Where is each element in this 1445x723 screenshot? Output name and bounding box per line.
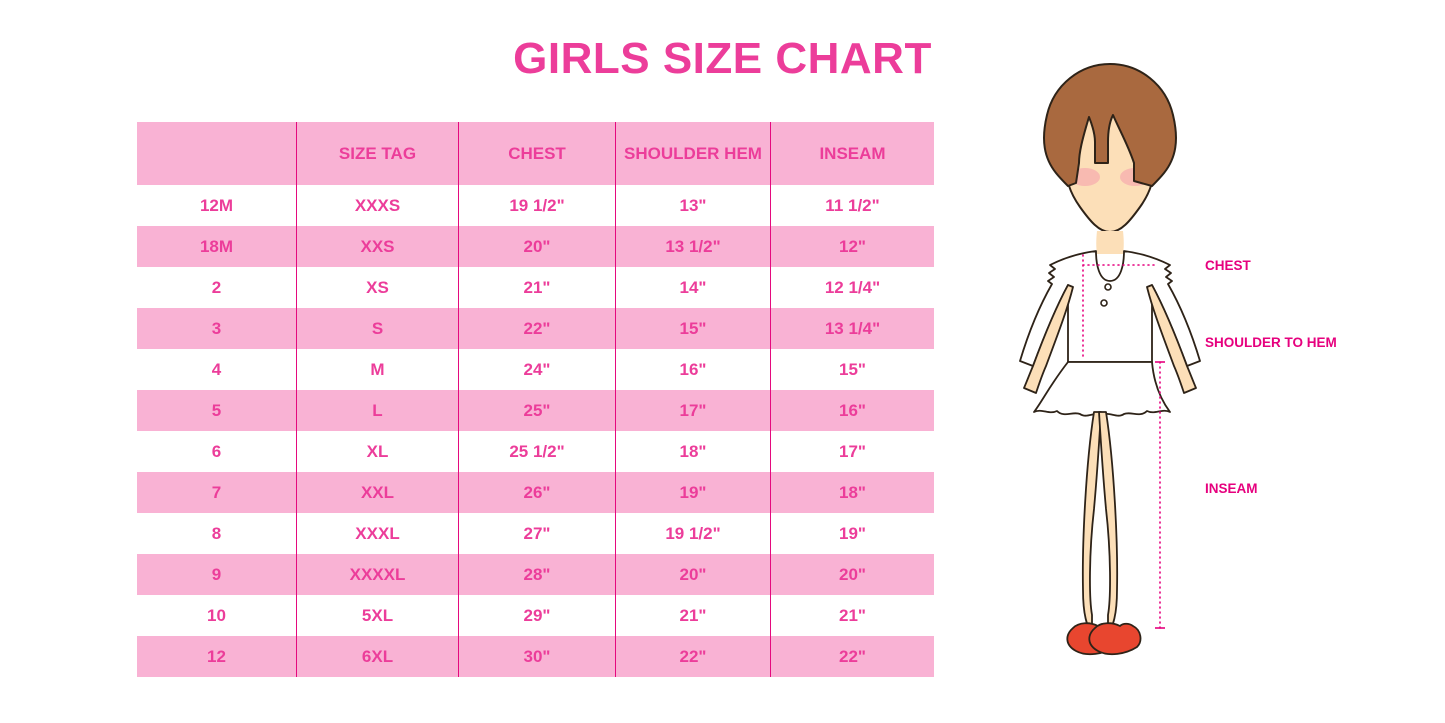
svg-text:CHEST: CHEST: [1205, 258, 1252, 273]
svg-text:SHOULDER TO HEM: SHOULDER TO HEM: [1205, 335, 1337, 350]
svg-text:INSEAM: INSEAM: [1205, 481, 1258, 496]
